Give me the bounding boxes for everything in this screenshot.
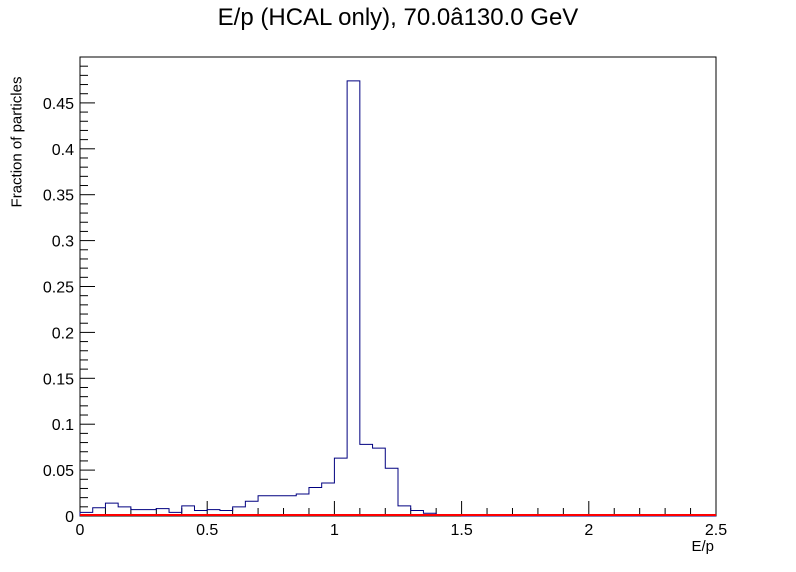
histogram-bin	[284, 496, 297, 516]
x-axis-ticks: 0 0.5 1 1.5 2 2.5	[76, 501, 727, 539]
y-tick-label: 0.05	[43, 463, 74, 480]
x-tick-label: 2	[584, 522, 593, 539]
histogram-bin	[385, 468, 398, 516]
y-tick-label: 0	[65, 509, 74, 526]
plot-frame	[79, 56, 717, 517]
y-tick-label: 0.4	[52, 142, 74, 159]
x-tick-label: 0.5	[196, 522, 218, 539]
histogram-bin	[347, 81, 360, 516]
histogram-bins	[80, 81, 462, 516]
histogram-outline	[79, 80, 716, 517]
x-tick-label: 0	[76, 522, 85, 539]
histogram-bin	[334, 458, 347, 516]
y-tick-label: 0.45	[43, 96, 74, 113]
histogram-bin	[360, 444, 373, 516]
y-tick-label: 0.1	[52, 417, 74, 434]
histogram-bin	[322, 483, 335, 516]
y-tick-label: 0.35	[43, 188, 74, 205]
x-tick-label: 2.5	[705, 522, 727, 539]
y-tick-label: 0.3	[52, 234, 74, 251]
y-tick-label: 0.2	[52, 325, 74, 342]
histogram-bin	[296, 494, 309, 516]
histogram-bin	[271, 496, 284, 516]
histogram-bin	[258, 496, 271, 516]
histogram-bin	[309, 488, 322, 516]
histogram-bin	[373, 448, 386, 516]
y-tick-label: 0.15	[43, 371, 74, 388]
y-axis-ticks: 0 0.05 0.1 0.15 0.2 0.25 0.3 0.35 0.4 0.45	[43, 65, 95, 526]
chart-title: E/p (HCAL only), 70.0â130.0 GeV	[217, 4, 579, 31]
y-tick-label: 0.25	[43, 280, 74, 297]
x-tick-label: 1	[330, 522, 339, 539]
histogram-bin	[245, 501, 258, 516]
x-axis-title: E/p	[691, 538, 714, 555]
x-tick-label: 1.5	[450, 522, 472, 539]
